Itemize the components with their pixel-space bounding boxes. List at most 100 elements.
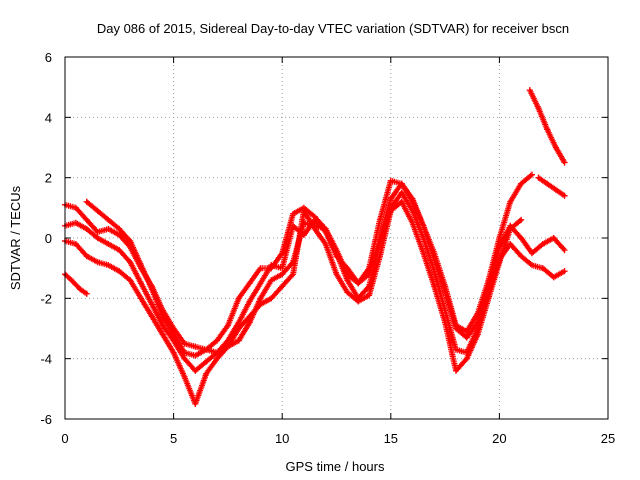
data-point (170, 331, 177, 338)
data-point (355, 298, 362, 305)
data-point (311, 225, 318, 232)
data-point (366, 265, 373, 272)
data-point (561, 192, 568, 199)
data-point (246, 280, 253, 287)
series-track-4 (62, 198, 525, 407)
data-point (279, 250, 286, 257)
data-point (398, 180, 405, 187)
data-point (203, 346, 210, 353)
data-point (561, 159, 568, 166)
data-point (94, 228, 101, 235)
data-point (387, 195, 394, 202)
data-point (322, 225, 329, 232)
data-point (398, 189, 405, 196)
data-point (72, 241, 79, 248)
data-point (224, 322, 231, 329)
data-point (83, 253, 90, 260)
data-point (398, 198, 405, 205)
data-point (311, 213, 318, 220)
data-point (485, 277, 492, 284)
data-point (528, 262, 535, 269)
data-point (192, 352, 199, 359)
y-tick-label: -4 (40, 352, 52, 367)
data-point (442, 319, 449, 326)
data-point (474, 310, 481, 317)
data-point (561, 247, 568, 254)
data-point (507, 198, 514, 205)
data-point (268, 277, 275, 284)
x-tick-label: 20 (492, 431, 506, 446)
data-point (170, 349, 177, 356)
data-point (526, 87, 533, 94)
data-point (463, 355, 470, 362)
data-point (257, 265, 264, 272)
x-axis-label: GPS time / hours (286, 459, 385, 474)
data-point (83, 290, 90, 297)
data-point (420, 250, 427, 257)
data-point (105, 216, 112, 223)
data-point (235, 319, 242, 326)
data-point (279, 283, 286, 290)
data-point (387, 177, 394, 184)
data-point (138, 262, 145, 269)
data-point (224, 343, 231, 350)
data-point (127, 277, 134, 284)
data-point (376, 216, 383, 223)
data-point (507, 241, 514, 248)
data-point (552, 186, 559, 193)
data-point (105, 225, 112, 232)
y-tick-label: -6 (40, 412, 52, 427)
data-point (235, 325, 242, 332)
data-point (561, 268, 568, 275)
data-point (105, 262, 112, 269)
data-point (452, 322, 459, 329)
data-point (138, 280, 145, 287)
data-point (355, 280, 362, 287)
data-point (235, 295, 242, 302)
data-point (344, 271, 351, 278)
data-point (127, 238, 134, 245)
y-tick-label: 4 (45, 110, 52, 125)
data-point (192, 367, 199, 374)
data-point (94, 235, 101, 241)
data-point (290, 210, 297, 217)
data-point (507, 225, 514, 232)
data-point (300, 204, 307, 211)
data-point (116, 225, 123, 232)
data-point (431, 250, 438, 257)
data-point (268, 295, 275, 302)
data-point (246, 313, 253, 320)
series-track-6 (526, 87, 568, 166)
data-point (257, 295, 264, 302)
data-point (148, 313, 155, 320)
data-point (181, 340, 188, 347)
data-point (116, 268, 123, 275)
series-track-5 (83, 171, 535, 359)
data-point (94, 259, 101, 266)
data-point (544, 180, 551, 187)
data-point (148, 301, 155, 308)
series-track-1 (62, 271, 90, 297)
data-point (214, 349, 221, 356)
data-point (387, 207, 394, 214)
data-point (83, 216, 90, 223)
x-tick-label: 25 (601, 431, 615, 446)
data-point (518, 180, 525, 187)
data-point (214, 355, 221, 362)
data-point (518, 253, 525, 260)
data-point (83, 225, 90, 232)
data-point (333, 271, 340, 278)
data-point (431, 268, 438, 275)
data-point (442, 283, 449, 290)
data-point (159, 322, 166, 329)
data-point (452, 367, 459, 374)
data-point (94, 207, 101, 214)
data-point (528, 171, 535, 178)
data-point (431, 283, 438, 290)
x-tick-label: 5 (170, 431, 177, 446)
data-point (409, 219, 416, 226)
data-point (116, 231, 123, 238)
data-point (203, 358, 210, 365)
data-point (552, 144, 559, 151)
data-point (544, 126, 551, 133)
